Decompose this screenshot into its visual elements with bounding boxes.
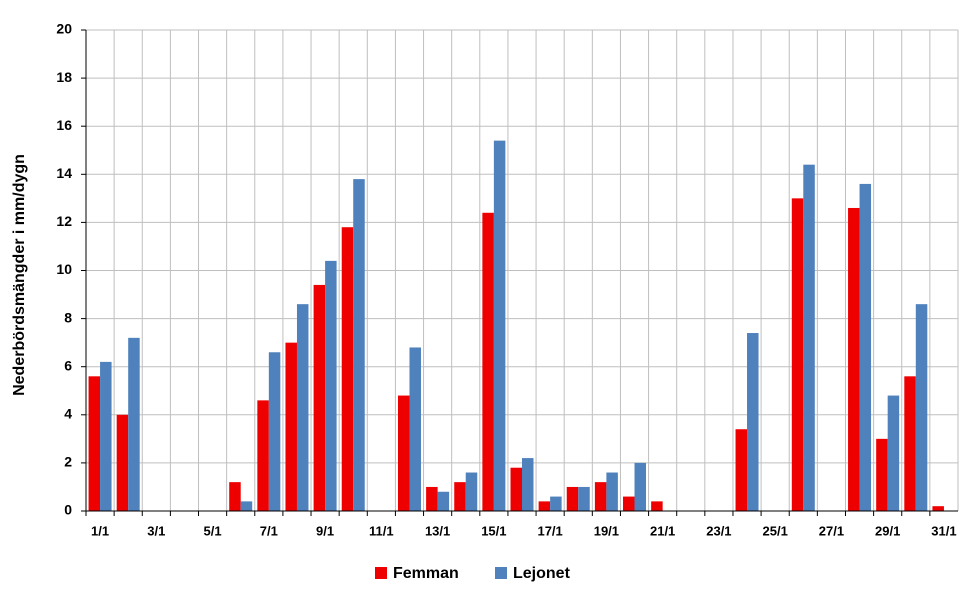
legend-label: Lejonet xyxy=(513,565,571,582)
bar xyxy=(229,482,241,511)
bar xyxy=(426,486,438,511)
bar xyxy=(848,207,860,511)
bar xyxy=(313,284,326,511)
bar xyxy=(341,227,354,511)
bar xyxy=(623,496,635,511)
y-tick-label: 6 xyxy=(64,357,72,373)
bar xyxy=(397,395,410,511)
y-tick-label: 4 xyxy=(64,406,72,422)
y-tick-label: 16 xyxy=(56,117,72,133)
bar xyxy=(353,179,365,512)
bar xyxy=(538,501,551,511)
y-axis-title: Nederbördsmängder i mm/dygn xyxy=(11,154,28,396)
legend-label: Femman xyxy=(393,565,459,582)
bar xyxy=(566,486,579,511)
bar xyxy=(522,458,534,511)
x-tick-label: 13/1 xyxy=(425,523,450,538)
y-tick-label: 20 xyxy=(56,21,72,37)
x-tick-label: 5/1 xyxy=(204,523,222,538)
bar xyxy=(510,467,522,511)
bar xyxy=(606,472,618,511)
bar xyxy=(268,352,281,511)
bar xyxy=(932,506,944,511)
y-tick-label: 18 xyxy=(56,69,72,85)
bar xyxy=(550,496,562,511)
x-tick-label: 23/1 xyxy=(706,523,731,538)
bar xyxy=(887,395,900,511)
bar xyxy=(296,304,309,511)
y-tick-label: 0 xyxy=(64,502,72,518)
bar xyxy=(651,501,663,511)
legend-swatch xyxy=(495,567,507,579)
bar xyxy=(803,164,815,511)
bar xyxy=(578,486,590,511)
bar xyxy=(100,361,112,511)
legend-swatch xyxy=(375,567,387,579)
bar xyxy=(285,342,297,511)
bar xyxy=(116,414,129,511)
bar xyxy=(791,198,804,511)
bar xyxy=(88,376,101,511)
bar xyxy=(409,347,421,511)
y-tick-label: 8 xyxy=(64,309,72,325)
bar xyxy=(482,212,494,511)
x-tick-label: 21/1 xyxy=(650,523,675,538)
bar xyxy=(904,376,916,511)
x-tick-label: 1/1 xyxy=(91,523,109,538)
bar xyxy=(747,333,759,511)
x-tick-label: 19/1 xyxy=(594,523,619,538)
bar xyxy=(493,140,506,511)
y-tick-label: 14 xyxy=(56,165,72,181)
bar xyxy=(465,472,478,511)
bar xyxy=(128,337,140,511)
x-tick-label: 25/1 xyxy=(763,523,788,538)
bar xyxy=(257,400,269,511)
bar xyxy=(325,260,337,511)
bar xyxy=(735,429,748,511)
x-tick-label: 11/1 xyxy=(369,523,394,538)
x-tick-label: 3/1 xyxy=(147,523,165,538)
bar xyxy=(240,501,253,511)
y-tick-label: 2 xyxy=(64,454,72,470)
bar xyxy=(859,183,872,512)
x-tick-label: 29/1 xyxy=(875,523,900,538)
x-tick-label: 15/1 xyxy=(481,523,506,538)
y-tick-label: 12 xyxy=(56,213,72,229)
x-tick-label: 9/1 xyxy=(316,523,334,538)
y-tick-label: 10 xyxy=(56,261,72,277)
x-tick-label: 17/1 xyxy=(537,523,562,538)
x-tick-label: 7/1 xyxy=(260,523,278,538)
bar xyxy=(876,438,888,511)
x-tick-label: 27/1 xyxy=(819,523,844,538)
bar xyxy=(915,304,928,511)
bar xyxy=(437,491,450,511)
x-tick-label: 31/1 xyxy=(931,523,956,538)
bar xyxy=(594,482,607,511)
bar xyxy=(634,462,647,511)
bar xyxy=(454,482,466,511)
